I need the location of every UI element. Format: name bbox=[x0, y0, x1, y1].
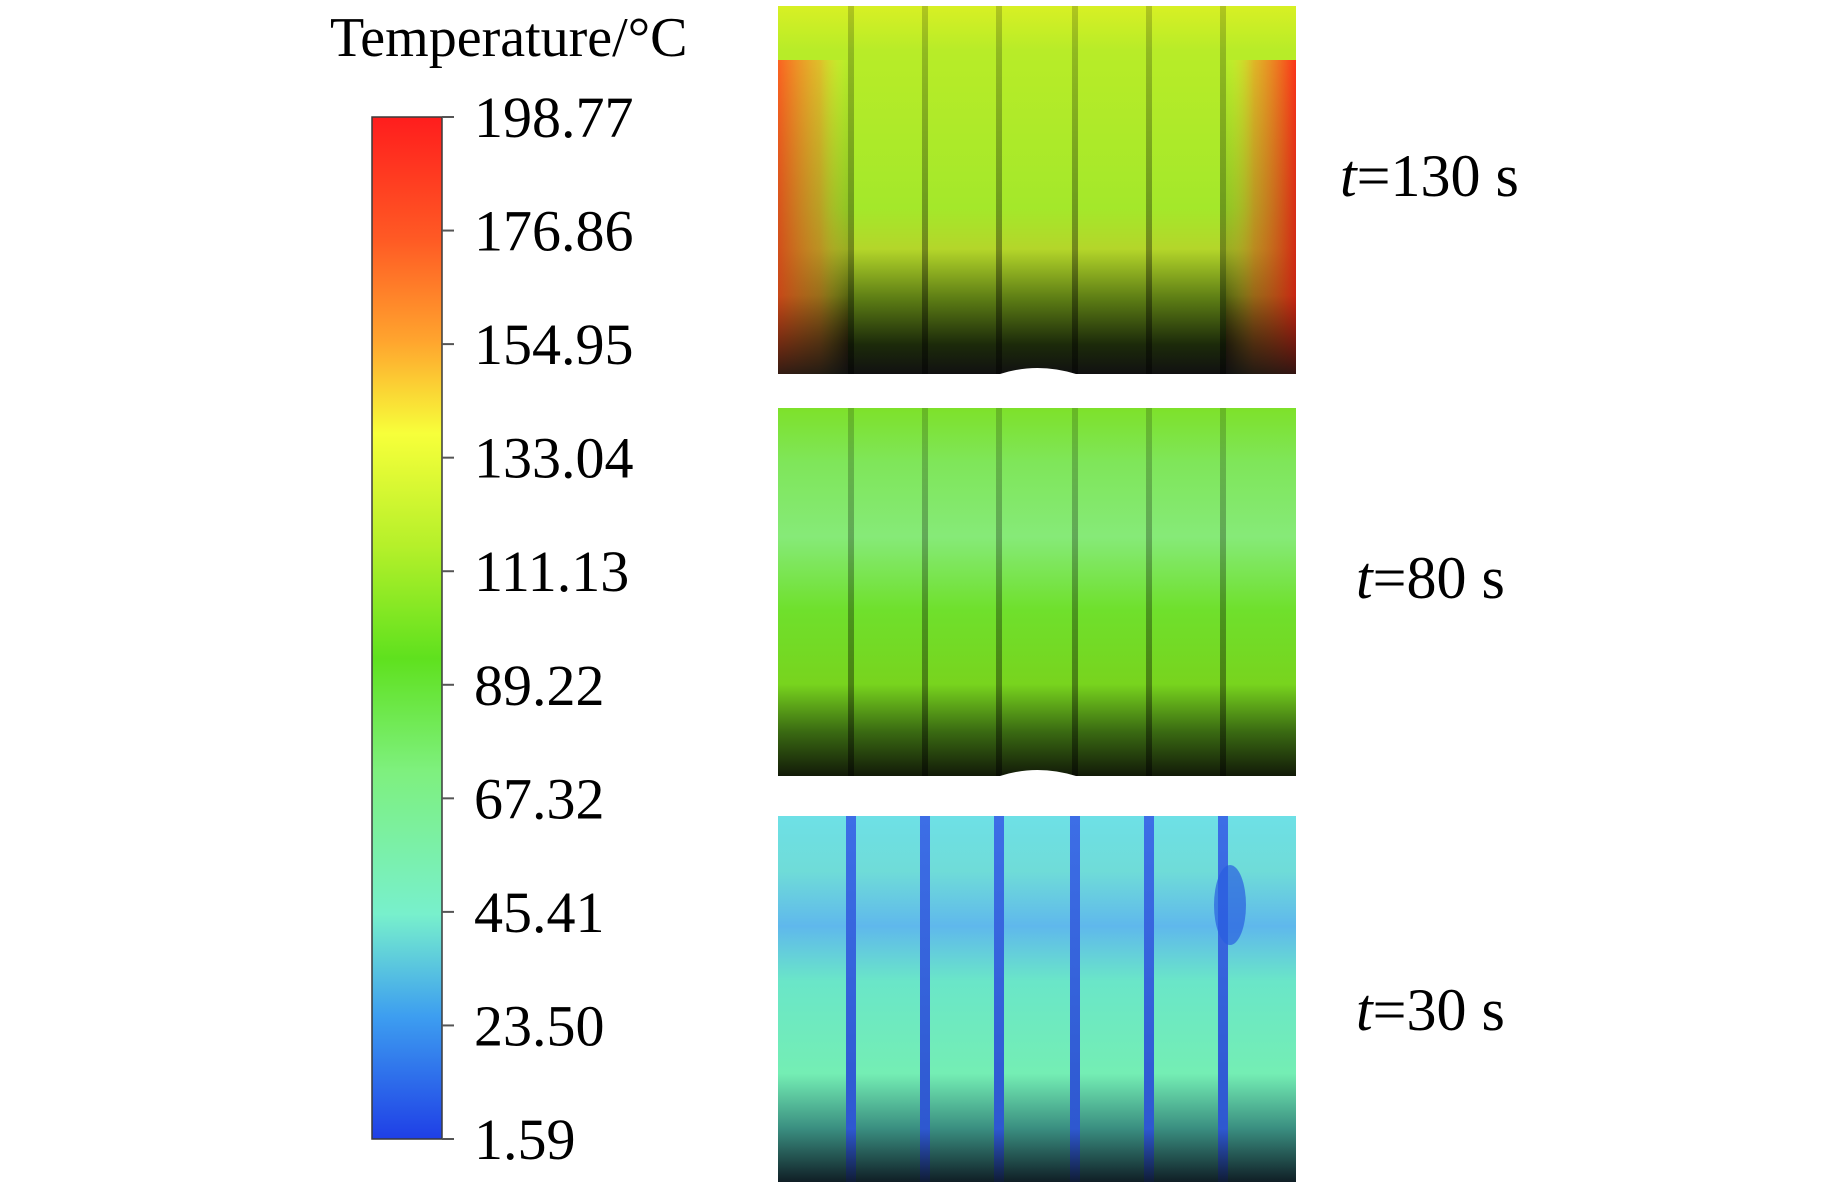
slot-gaps-80s bbox=[848, 408, 1226, 776]
edge-shade-right-130s bbox=[1226, 60, 1296, 374]
snapshot-panel-80s: t=80 s bbox=[778, 408, 1505, 776]
colorbar-tick-label: 176.86 bbox=[474, 199, 634, 264]
colorbar-title: Temperature/°C bbox=[330, 7, 687, 69]
bottom-notch-80s bbox=[1000, 770, 1076, 776]
time-label-130s: t=130 s bbox=[1340, 143, 1519, 209]
slot-gaps-30s bbox=[846, 816, 1228, 1182]
colorbar-tick-label: 89.22 bbox=[474, 653, 605, 718]
snapshot-panel-30s: t=30 s bbox=[778, 816, 1505, 1182]
edge-shade-left-130s bbox=[778, 60, 848, 374]
time-label-80s: t=80 s bbox=[1356, 545, 1505, 611]
colorbar-tick-label: 198.77 bbox=[474, 85, 634, 150]
time-label-30s: t=30 s bbox=[1356, 977, 1505, 1043]
colorbar-tick-label: 23.50 bbox=[474, 993, 605, 1058]
colorbar-gradient bbox=[371, 116, 443, 1140]
snapshot-panel-130s: t=130 s bbox=[778, 6, 1519, 374]
field-background-30s bbox=[778, 816, 1296, 1182]
field-background-80s bbox=[778, 408, 1296, 776]
colorbar-tick-label: 111.13 bbox=[474, 539, 629, 604]
cold-spot-30s bbox=[1214, 865, 1246, 945]
colorbar-tick-label: 67.32 bbox=[474, 766, 605, 831]
colorbar-ticks: 198.77 176.86 154.95 133.04 111.13 89.22 67.32… bbox=[442, 85, 634, 1172]
colorbar: Temperature/°C 198.77176.86154.95133.041… bbox=[330, 7, 687, 1172]
colorbar-tick-label: 154.95 bbox=[474, 312, 634, 377]
colorbar-tick-label: 45.41 bbox=[474, 880, 605, 945]
colorbar-tick-label: 133.04 bbox=[474, 426, 634, 491]
colorbar-tick-label: 1.59 bbox=[474, 1107, 576, 1172]
bottom-notch-130s bbox=[1000, 368, 1076, 374]
field-background-130s bbox=[778, 6, 1296, 374]
slot-gaps-130s bbox=[848, 6, 1226, 374]
